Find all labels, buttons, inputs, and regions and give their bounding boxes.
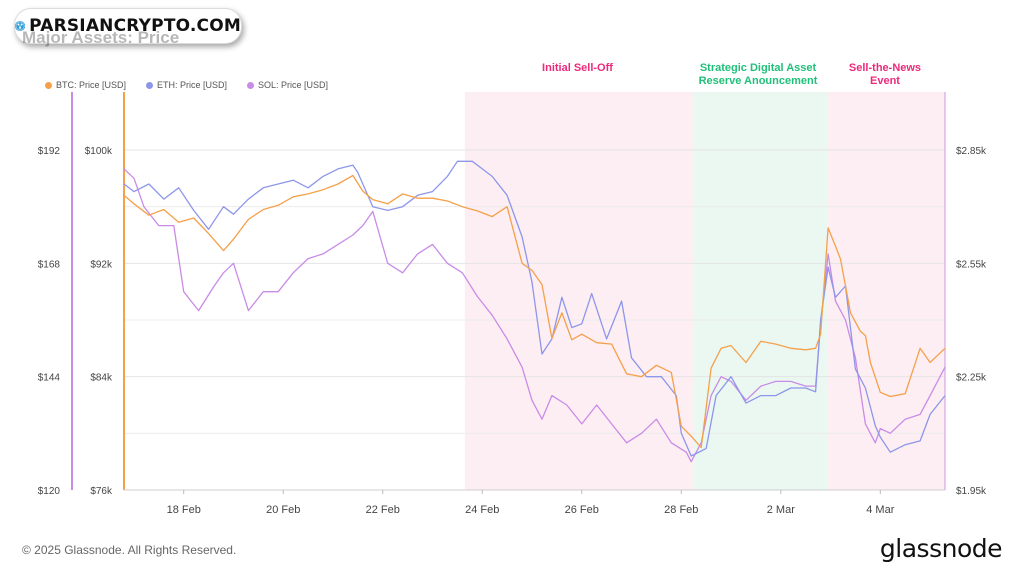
legend-dot-eth — [146, 81, 154, 89]
x-tick-label: 26 Feb — [565, 504, 599, 516]
watermark-badge: PARSIANCRYPTO.COM — [14, 8, 242, 44]
zone-selloff — [464, 92, 694, 490]
annotation-line: Sell-the-News — [848, 62, 922, 74]
chart-title: Major Assets: Price — [22, 28, 180, 47]
legend-label-sol: SOL: Price [USD] — [258, 80, 329, 90]
btc-axis-tick-label: $100k — [85, 146, 113, 157]
watermark-text: PARSIANCRYPTO.COM — [29, 16, 241, 36]
legend-dot-sol — [247, 81, 255, 89]
parsiancrypto-logo-icon — [15, 20, 26, 32]
annotation-sell-the-news: Sell-the-News Event — [830, 62, 940, 88]
series-lines — [123, 160, 946, 463]
x-tick-label: 24 Feb — [465, 504, 499, 516]
series-line-sol — [123, 168, 946, 463]
legend-item-sol[interactable]: SOL: Price [USD] — [247, 80, 328, 90]
legend-dot-btc — [45, 81, 52, 89]
footer-brand-logo[interactable]: glassnode — [879, 534, 1003, 563]
series-line-btc — [123, 174, 946, 449]
eth-axis-tick-label: $2.55k — [956, 259, 987, 270]
btc-axis-tick-label: $84k — [90, 373, 113, 384]
x-tick-label: 2 Mar — [767, 504, 795, 516]
x-tick-label: 18 Feb — [167, 504, 201, 516]
eth-axis-tick-label: $2.25k — [956, 373, 987, 384]
x-axis: 18 Feb 20 Feb 22 Feb 24 Feb 26 Feb 28 Feb 2 Ma… — [124, 489, 945, 516]
x-tick-label: 22 Feb — [366, 504, 400, 516]
x-tick-label: 4 Mar — [866, 504, 894, 516]
btc-axis-tick-label: $76k — [90, 486, 113, 497]
annotation-line: Event — [870, 75, 900, 87]
zone-reserve — [693, 92, 829, 490]
x-tick-label: 28 Feb — [664, 504, 698, 516]
sol-axis-tick-label: $120 — [38, 486, 61, 497]
legend-label-eth: ETH: Price [USD] — [157, 80, 228, 90]
sol-axis-left: $192 $168 $144 $120 — [38, 92, 73, 497]
sol-axis-tick-label: $192 — [38, 146, 61, 157]
btc-axis-left: $100k $92k $84k $76k — [85, 92, 125, 497]
footer-copyright: © 2025 Glassnode. All Rights Reserved. — [22, 543, 237, 557]
sol-axis-tick-label: $144 — [38, 373, 61, 384]
btc-axis-tick-label: $92k — [90, 259, 113, 270]
eth-axis-tick-label: $2.85k — [956, 146, 987, 157]
zone-news — [828, 92, 945, 490]
annotation-zones — [464, 92, 945, 490]
annotation-line: Initial Sell-Off — [542, 62, 613, 74]
annotation-initial-sell-off: Initial Sell-Off — [520, 62, 635, 75]
eth-axis-right: $2.85k $2.55k $2.25k $1.95k — [944, 92, 987, 497]
sol-axis-tick-label: $168 — [38, 259, 61, 270]
legend-label-btc: BTC: Price [USD] — [56, 80, 127, 90]
x-tick-label: 20 Feb — [266, 504, 300, 516]
annotation-line: Reserve Anouncement — [698, 75, 818, 87]
series-line-eth — [123, 160, 946, 457]
eth-axis-tick-label: $1.95k — [956, 486, 987, 497]
annotation-line: Strategic Digital Asset — [699, 62, 817, 74]
chart-legend: BTC: Price [USD] ETH: Price [USD] SOL: P… — [45, 80, 328, 90]
legend-item-eth[interactable]: ETH: Price [USD] — [146, 80, 227, 90]
legend-item-btc[interactable]: BTC: Price [USD] — [45, 80, 126, 90]
annotation-reserve-announcement: Strategic Digital Asset Reserve Anouncem… — [688, 62, 828, 88]
